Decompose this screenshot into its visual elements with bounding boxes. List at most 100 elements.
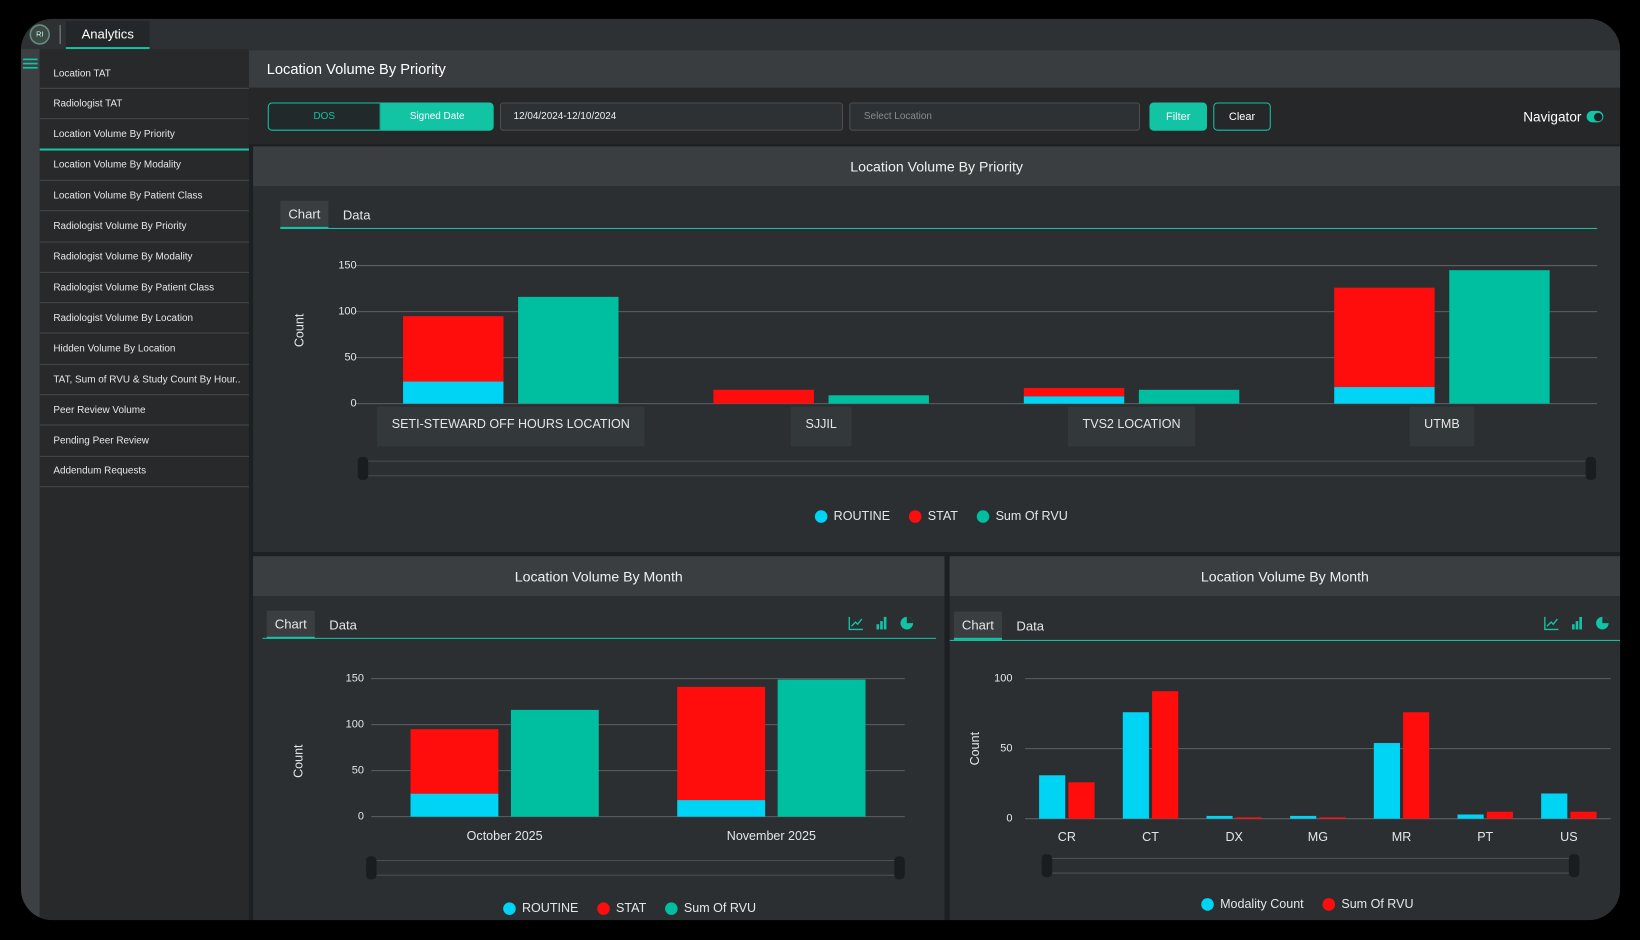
category-label-box bbox=[377, 406, 645, 447]
legend-label[interactable]: Sum Of RVU bbox=[684, 901, 756, 915]
bar bbox=[1334, 387, 1435, 404]
date-range-input[interactable]: 12/04/2024-12/10/2024 bbox=[499, 102, 844, 131]
range-slider-handle[interactable] bbox=[366, 856, 377, 880]
range-slider-handle[interactable] bbox=[1041, 854, 1053, 878]
legend-label[interactable]: Sum Of RVU bbox=[1341, 897, 1413, 911]
y-tick-label: 100 bbox=[338, 305, 356, 317]
legend: ROUTINE STAT Sum Of RVU bbox=[503, 901, 756, 915]
sidebar-item[interactable]: Radiologist Volume By Patient Class bbox=[39, 273, 249, 304]
sidebar-item[interactable]: Radiologist Volume By Priority bbox=[39, 212, 249, 243]
filter-button[interactable]: Filter bbox=[1149, 102, 1207, 131]
bar bbox=[510, 709, 599, 817]
data-tab[interactable]: Data bbox=[1016, 618, 1045, 634]
bar bbox=[1334, 287, 1435, 388]
sidebar-item[interactable]: Radiologist Volume By Modality bbox=[39, 242, 249, 273]
legend-swatch bbox=[908, 510, 922, 523]
bar bbox=[1449, 270, 1550, 404]
y-axis-label: Count bbox=[292, 313, 306, 347]
bar bbox=[403, 316, 504, 382]
date-type-option[interactable]: Signed Date bbox=[380, 102, 494, 131]
legend-label[interactable]: ROUTINE bbox=[522, 901, 578, 915]
navigator-toggle[interactable] bbox=[1586, 110, 1604, 123]
bar bbox=[1457, 814, 1484, 819]
bar bbox=[1373, 743, 1400, 819]
y-tick-label: 100 bbox=[994, 673, 1012, 685]
y-tick-label: 0 bbox=[358, 811, 364, 823]
category-label-box bbox=[790, 406, 852, 447]
app-tab[interactable]: Analytics bbox=[65, 20, 150, 50]
clear-button[interactable]: Clear bbox=[1213, 102, 1271, 131]
range-slider-handle[interactable] bbox=[357, 456, 369, 480]
tab-underline bbox=[949, 639, 1621, 641]
bar bbox=[1290, 815, 1317, 819]
sidebar-item[interactable]: Location Volume By Patient Class bbox=[39, 181, 249, 212]
bar bbox=[1570, 811, 1597, 819]
x-tick-label: DX bbox=[1225, 830, 1243, 844]
menu-icon[interactable] bbox=[22, 56, 39, 71]
sidebar-item[interactable]: TAT, Sum of RVU & Study Count By Hour.. bbox=[39, 365, 249, 396]
bar bbox=[1138, 389, 1240, 404]
sidebar-item[interactable]: Radiologist Volume By Location bbox=[39, 304, 249, 334]
chart-tab[interactable]: Chart bbox=[953, 611, 1002, 640]
chart-type-icons[interactable] bbox=[1543, 615, 1612, 632]
legend-swatch bbox=[976, 510, 990, 523]
chart-panel bbox=[949, 556, 1621, 921]
range-slider-handle[interactable] bbox=[1585, 456, 1597, 480]
svg-text:RI: RI bbox=[36, 29, 43, 38]
sidebar-item[interactable]: Pending Peer Review bbox=[39, 426, 249, 457]
chart-tab[interactable]: Chart bbox=[280, 200, 329, 229]
x-tick-label: UTMB bbox=[1424, 417, 1460, 431]
y-tick-label: 0 bbox=[351, 398, 357, 410]
legend: ROUTINE STAT Sum Of RVU bbox=[814, 509, 1068, 523]
legend-label[interactable]: Sum Of RVU bbox=[996, 509, 1068, 523]
x-tick-label: PT bbox=[1477, 830, 1493, 844]
y-axis-label: Count bbox=[968, 731, 982, 765]
navigator-label: Navigator bbox=[1523, 108, 1582, 125]
bar bbox=[1206, 815, 1233, 819]
sidebar-item[interactable]: Hidden Volume By Location bbox=[39, 334, 249, 365]
legend-label[interactable]: STAT bbox=[928, 509, 959, 523]
date-type-option[interactable]: DOS bbox=[267, 102, 381, 131]
panel-title: Location Volume By Month bbox=[253, 556, 945, 596]
panel-title: Location Volume By Priority bbox=[253, 146, 1621, 187]
sidebar bbox=[39, 49, 249, 921]
divider bbox=[59, 25, 61, 44]
sidebar-item[interactable]: Radiologist TAT bbox=[39, 89, 249, 120]
sidebar-item[interactable]: Location Volume By Priority bbox=[39, 120, 249, 151]
range-slider-handle[interactable] bbox=[894, 856, 905, 880]
legend-swatch bbox=[1201, 898, 1214, 911]
range-slider-handle[interactable] bbox=[1568, 854, 1580, 878]
legend-swatch bbox=[665, 902, 678, 915]
chart-tab[interactable]: Chart bbox=[266, 610, 315, 639]
y-tick-label: 50 bbox=[1000, 743, 1012, 755]
x-tick-label: SJJIL bbox=[806, 417, 837, 431]
bar bbox=[410, 793, 499, 817]
location-select[interactable]: Select Location bbox=[849, 102, 1141, 131]
bar bbox=[1152, 691, 1179, 819]
bar bbox=[1403, 712, 1430, 819]
legend-label[interactable]: ROUTINE bbox=[834, 509, 890, 523]
bar bbox=[1486, 811, 1513, 819]
bar bbox=[1023, 387, 1125, 397]
sidebar-item[interactable]: Peer Review Volume bbox=[39, 396, 249, 426]
data-tab[interactable]: Data bbox=[342, 207, 371, 223]
legend-label[interactable]: STAT bbox=[616, 901, 647, 915]
sidebar-item[interactable]: Addendum Requests bbox=[39, 457, 249, 488]
x-tick-label: CR bbox=[1058, 830, 1076, 844]
y-tick-label: 0 bbox=[1006, 813, 1012, 825]
bar bbox=[1023, 396, 1125, 404]
logo: RI bbox=[29, 24, 50, 45]
sidebar-item[interactable]: Location Volume By Modality bbox=[39, 150, 249, 181]
sidebar-item[interactable]: Location TAT bbox=[39, 59, 249, 89]
x-tick-label: CT bbox=[1142, 830, 1159, 844]
bar bbox=[777, 679, 866, 817]
y-axis-label: Count bbox=[291, 744, 305, 778]
x-tick-label: October 2025 bbox=[467, 829, 543, 843]
legend-label[interactable]: Modality Count bbox=[1220, 897, 1304, 911]
y-tick-label: 150 bbox=[338, 259, 356, 271]
data-tab[interactable]: Data bbox=[329, 617, 357, 633]
chart-type-icons[interactable] bbox=[847, 615, 916, 632]
